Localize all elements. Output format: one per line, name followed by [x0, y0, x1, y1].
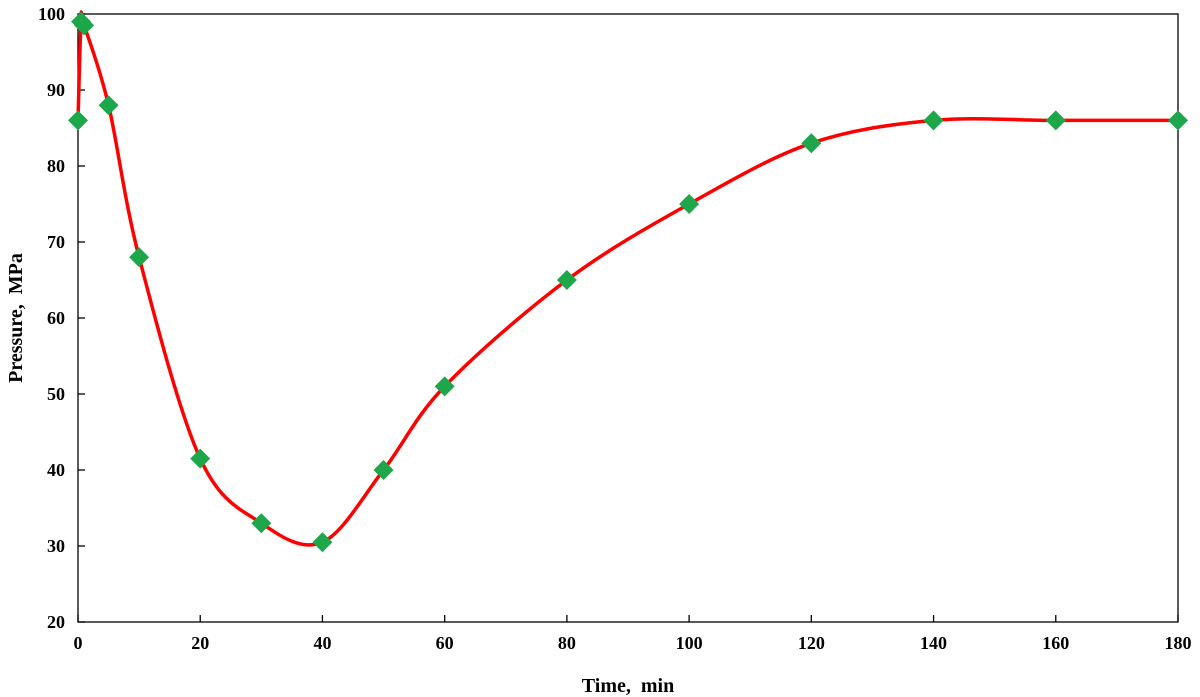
data-point-diamond-icon [373, 460, 394, 480]
data-point-diamond-icon [74, 15, 95, 36]
x-tick-label: 0 [74, 633, 83, 653]
data-point-diamond-icon [190, 448, 211, 469]
data-point-diamond-icon [98, 95, 119, 116]
data-point-diamond-icon [1045, 110, 1066, 131]
data-point-diamond-icon [312, 532, 333, 553]
x-tick-label: 80 [558, 633, 576, 653]
data-point-diamond-icon [251, 513, 272, 534]
x-tick-label: 40 [313, 633, 331, 653]
y-tick-label: 80 [47, 156, 65, 176]
data-point-diamond-icon [68, 110, 88, 131]
data-point-diamond-icon [679, 194, 700, 214]
x-tick-label: 120 [798, 633, 825, 653]
y-tick-label: 70 [47, 232, 65, 252]
series-line [76, 10, 1180, 547]
y-tick-label: 40 [47, 460, 65, 480]
y-tick-label: 60 [47, 308, 65, 328]
x-tick-label: 100 [676, 633, 703, 653]
x-tick-label: 140 [920, 633, 947, 653]
y-tick-label: 50 [47, 384, 65, 404]
data-point-diamond-icon [801, 133, 822, 154]
data-point-diamond-icon [923, 110, 944, 131]
y-tick-label: 20 [47, 612, 65, 632]
data-point-diamond-icon [556, 270, 577, 290]
data-point-diamond-icon [434, 376, 455, 397]
x-tick-label: 180 [1165, 633, 1192, 653]
x-tick-label: 60 [436, 633, 454, 653]
ticks-layer: 0 20 40 60 80 100 120 140 160 180 20 30 40 50 60 70 80 90… [38, 4, 1192, 653]
y-tick-label: 90 [47, 80, 65, 100]
data-point-diamond-icon [129, 247, 150, 268]
x-tick-label: 20 [191, 633, 209, 653]
plot-area-frame [77, 13, 1179, 623]
y-tick-label: 100 [38, 4, 65, 24]
markers-layer [68, 11, 1188, 553]
y-axis-title: Pressure, MPa [5, 253, 27, 383]
data-point-diamond-icon [1168, 110, 1188, 131]
x-tick-label: 160 [1042, 633, 1069, 653]
y-tick-label: 30 [47, 536, 65, 556]
x-axis-title: Time, min [582, 675, 674, 697]
